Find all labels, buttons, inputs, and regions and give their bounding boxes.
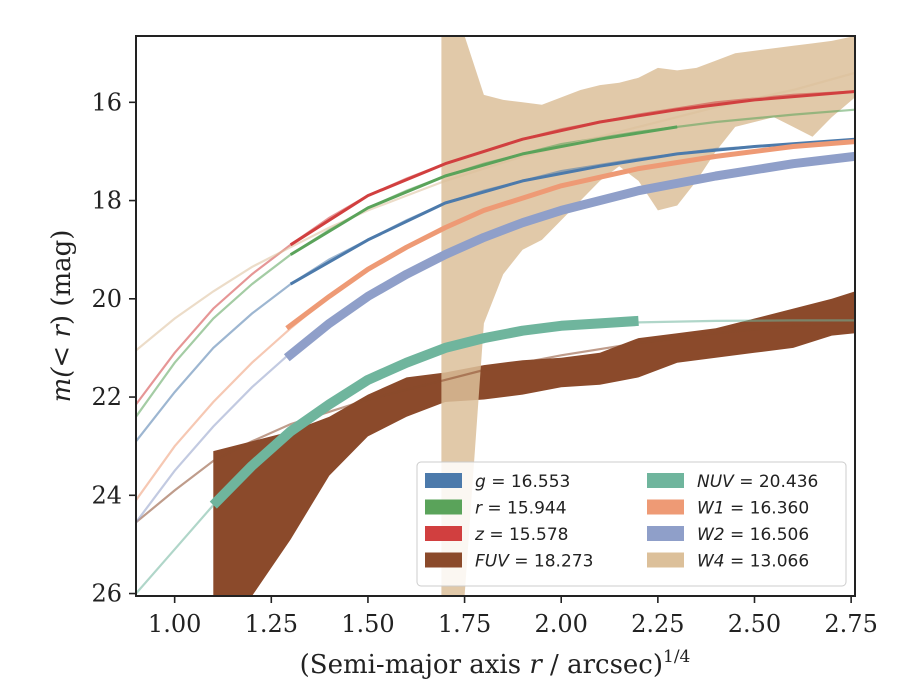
y-tick-label: 26 [91,580,122,608]
legend-variable: FUV [475,552,510,572]
x-tick-label: 1.00 [148,610,201,638]
legend-value: = 18.273 [509,552,594,572]
y-tick-label: 24 [91,481,122,509]
legend-variable: W2 [697,525,725,545]
legend-variable: z [474,525,485,545]
legend-value: = 15.578 [484,525,569,545]
model-curve-fuv [136,319,855,524]
legend-swatch [425,499,462,515]
legend-label: W1 = 16.360 [697,499,809,519]
legend-value: = 16.506 [725,525,810,545]
legend-variable: r [475,499,483,519]
y-axis-title-variable: < r [47,324,77,368]
x-axis-title-variable: r [529,650,543,680]
x-axis-title: (Semi-major axis r / arcsec)1/4 [300,647,691,680]
legend-swatch [425,526,462,541]
legend-swatch [647,473,684,488]
legend-label: NUV = 20.436 [697,472,818,492]
measured-profiles [209,90,855,509]
legend-swatch [647,526,684,541]
legend-label: FUV = 18.273 [475,552,593,572]
y-tick-label: 18 [91,187,122,215]
legend-value: = 16.360 [725,499,810,519]
model-curve-w4 [136,71,855,352]
x-axis-title-prefix: (Semi-major axis [300,650,530,680]
x-axis-title-exponent: 1/4 [663,647,690,667]
legend-label: W2 = 16.506 [697,525,809,545]
profile-line-w2 [283,151,855,362]
x-tick-label: 2.00 [534,610,587,638]
legend-value: = 13.066 [725,552,810,572]
legend-variable: W4 [697,552,725,572]
legend-variable: NUV [697,472,735,492]
x-tick-label: 1.25 [245,610,298,638]
x-tick-label: 2.25 [631,610,684,638]
y-axis-title-suffix: ) (mag) [47,230,77,326]
band-fuv [213,291,855,596]
y-axis-ticks: 16 18 20 22 24 26 [91,88,136,608]
x-tick-label: 1.50 [341,610,394,638]
legend-label: z = 15.578 [474,525,568,545]
y-tick-label: 16 [91,88,122,116]
profile-line-nuv [209,315,639,509]
plot-frame [135,35,856,597]
x-tick-label: 1.75 [438,610,491,638]
y-tick-label: 22 [91,383,122,411]
legend-frame [416,461,847,587]
profile-line-w1 [285,139,855,331]
x-axis-title-suffix: / arcsec) [542,650,663,680]
x-axis-ticks: 1.00 1.25 1.50 1.75 2.00 2.25 2.50 2.75 [148,596,878,638]
legend-value: = 15.944 [482,499,567,519]
legend-swatch [647,552,684,568]
profile-line-r [289,125,678,256]
y-tick-label: 20 [91,285,122,313]
x-tick-label: 2.75 [824,610,877,638]
legend-swatch [425,473,462,488]
legend-value: = 20.436 [734,472,819,492]
profile-line-z [289,90,855,247]
legend-variable: g [475,472,486,492]
legend-label: r = 15.944 [475,499,567,519]
legend-swatch [425,552,462,568]
profile-line-g [289,137,855,286]
y-axis-title-prefix: m( [47,367,77,403]
legend-label: g = 16.553 [475,472,570,492]
legend-value: = 16.553 [486,472,571,492]
y-axis-title: m(< r) (mag) [47,230,77,403]
x-tick-label: 2.50 [728,610,781,638]
legend-variable: W1 [697,499,725,519]
legend-swatch [647,499,684,515]
legend-label: W4 = 13.066 [697,552,809,572]
